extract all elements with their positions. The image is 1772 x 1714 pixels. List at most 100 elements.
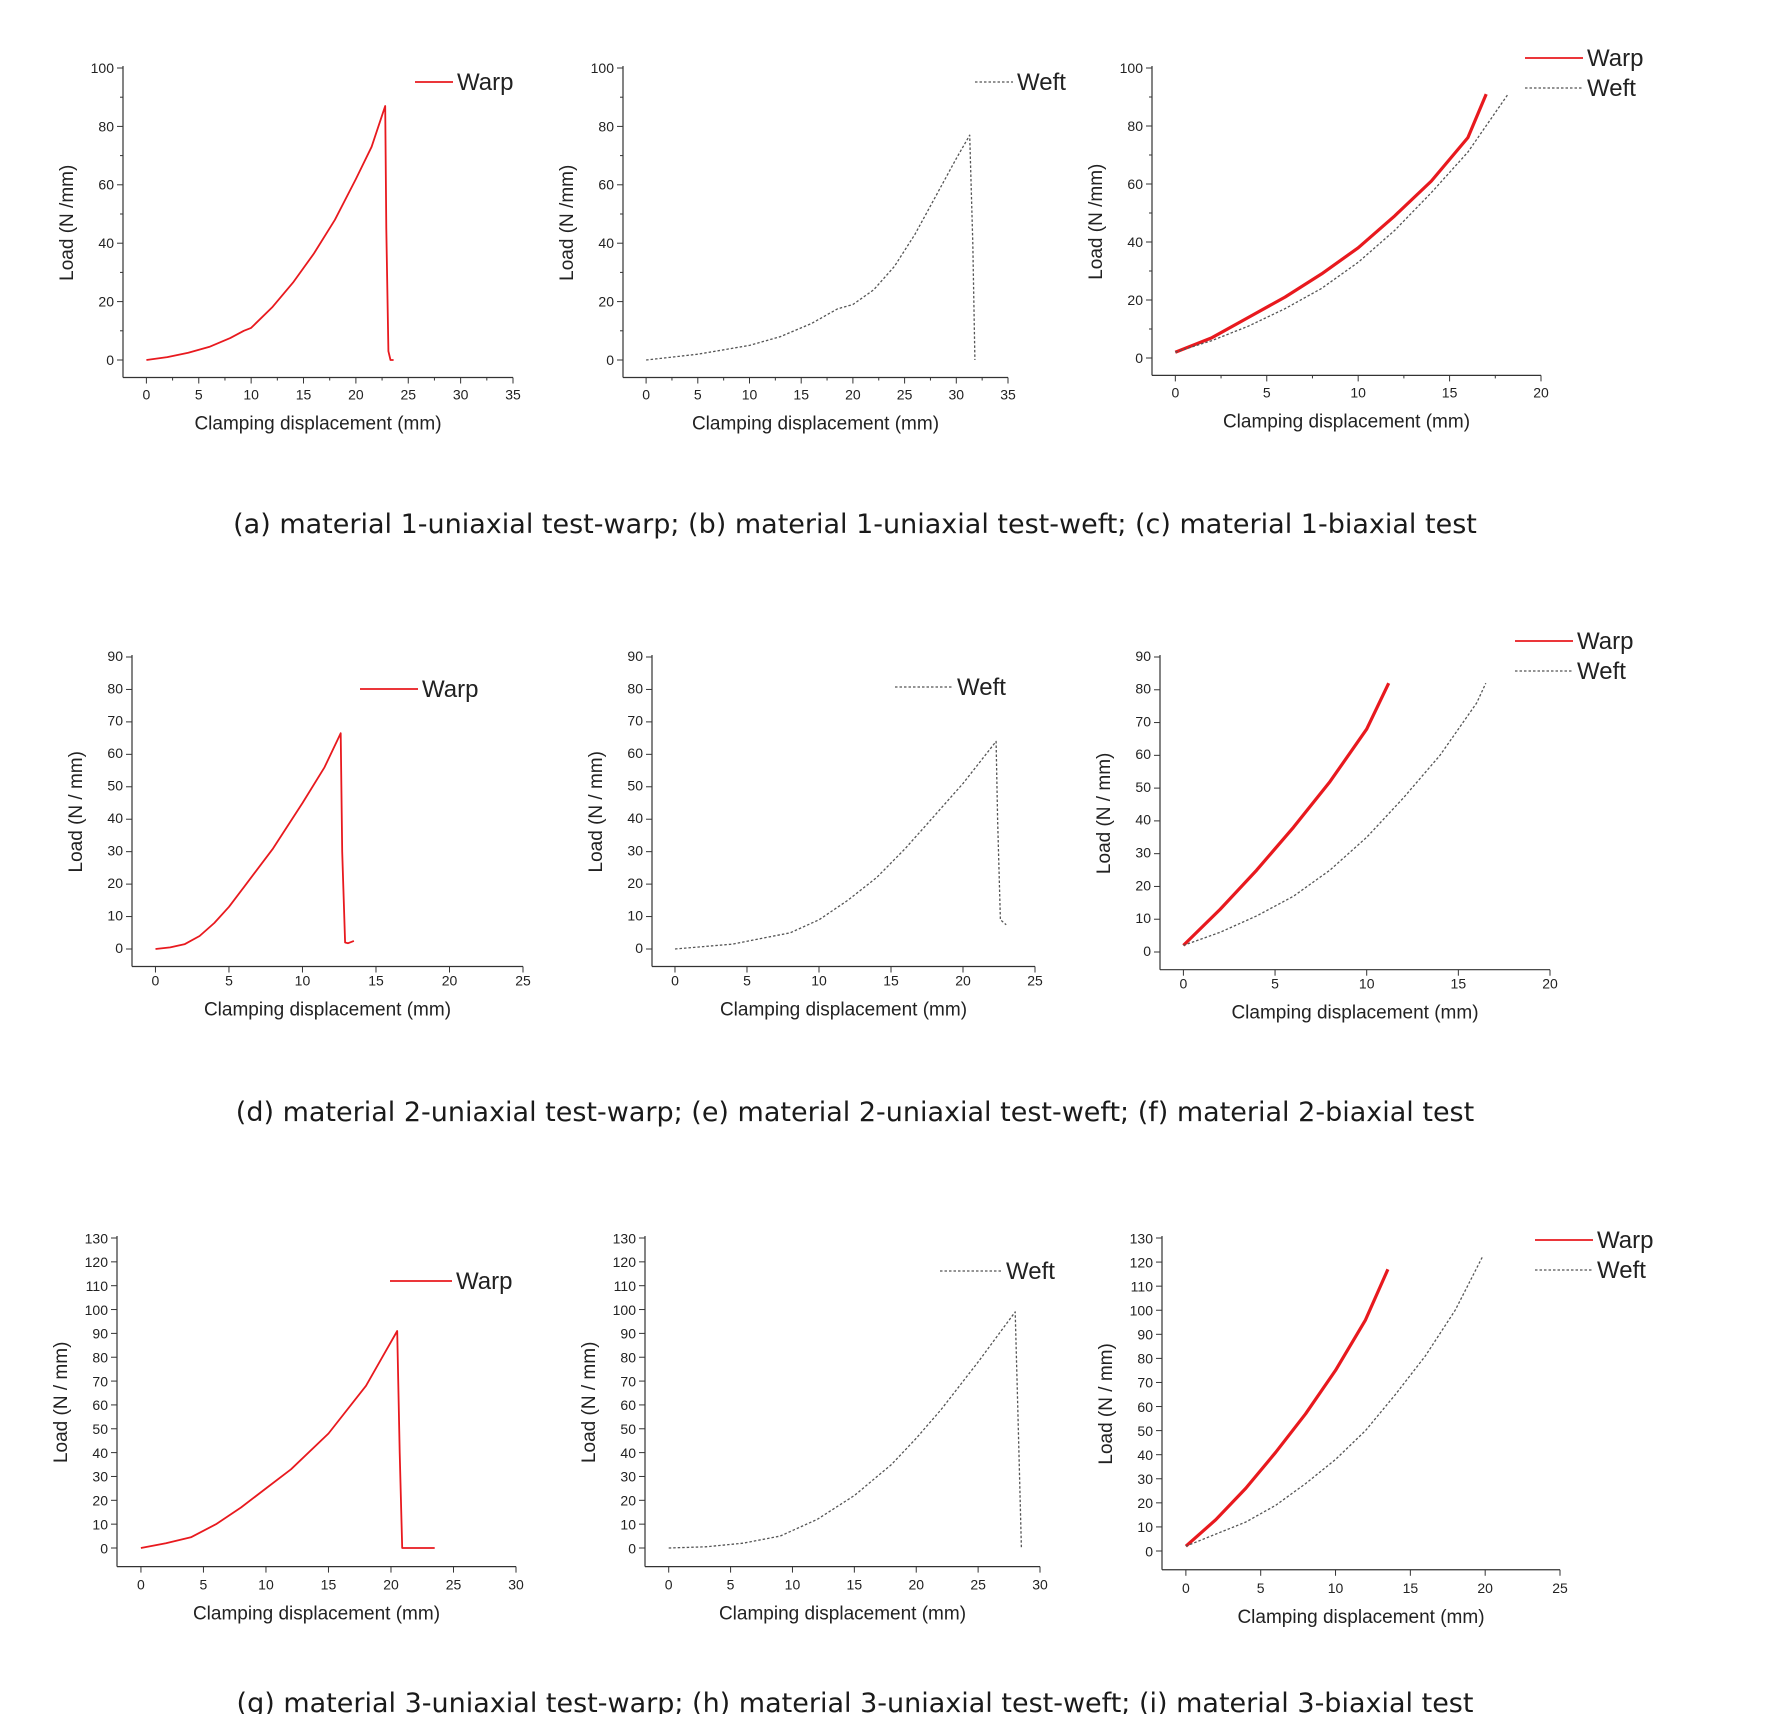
legend-label-weft: Weft (1577, 658, 1626, 685)
y-tick-label: 110 (614, 1278, 637, 1294)
x-tick-label: 10 (258, 1577, 274, 1593)
y-tick-label: 40 (92, 1445, 108, 1461)
x-tick-label: 30 (508, 1577, 524, 1593)
y-tick-label: 90 (92, 1326, 108, 1342)
y-tick-label: 40 (598, 235, 614, 251)
y-tick-label: 0 (1145, 1543, 1153, 1559)
y-tick-label: 50 (1135, 779, 1151, 795)
y-tick-label: 20 (598, 294, 614, 310)
y-tick-label: 10 (1135, 910, 1151, 926)
x-tick-label: 5 (743, 973, 751, 989)
series-weft-line (674, 740, 1007, 950)
x-tick-label: 5 (1271, 976, 1279, 992)
y-tick-label: 100 (591, 60, 615, 76)
y-tick-label: 70 (107, 713, 123, 729)
y-tick-label: 0 (1135, 350, 1143, 366)
y-tick-label: 90 (620, 1326, 636, 1342)
legend-label-warp: Warp (456, 1268, 512, 1295)
y-tick-label: 80 (98, 118, 114, 134)
legend-label-weft: Weft (1017, 69, 1066, 96)
x-tick-label: 25 (446, 1577, 462, 1593)
y-tick-label: 100 (1130, 1302, 1154, 1318)
x-tick-label: 5 (195, 387, 203, 403)
x-tick-label: 15 (1451, 976, 1467, 992)
y-tick-label: 80 (1137, 1351, 1153, 1367)
y-tick-label: 90 (627, 648, 643, 664)
series-warp-line (1184, 1268, 1390, 1548)
chart-i: 0 10 20 30 40 50 60 70 80 90 100 110 120 130 0 5 10 15 20 2… (1096, 1227, 1653, 1628)
y-axis-title: Load (N / mm) (1094, 753, 1115, 874)
y-axis-title: Load (N /mm) (1086, 164, 1107, 280)
legend-label-weft: Weft (1587, 75, 1636, 102)
y-tick-label: 130 (613, 1230, 637, 1246)
x-tick-label: 30 (453, 387, 469, 403)
x-tick-label: 20 (908, 1577, 924, 1593)
x-tick-label: 10 (1359, 976, 1375, 992)
chart-h: 0 10 20 30 40 50 60 70 80 90 100 110 120 130 0 5 10 15 20 2… (579, 1230, 1055, 1624)
y-axis-title: Load (N / mm) (66, 751, 87, 872)
x-tick-label: 15 (793, 387, 809, 403)
x-axis-title: Clamping displacement (mm) (193, 1604, 440, 1625)
y-tick-label: 60 (1135, 746, 1151, 762)
y-tick-label: 50 (107, 778, 123, 794)
x-axis-title: Clamping displacement (mm) (1231, 1003, 1478, 1024)
x-tick-label: 15 (368, 973, 384, 989)
y-axis-title: Load (N /mm) (557, 165, 578, 281)
y-tick-label: 70 (620, 1373, 636, 1389)
y-tick-label: 40 (1135, 812, 1151, 828)
y-tick-label: 80 (620, 1349, 636, 1365)
legend-label-weft: Weft (957, 674, 1006, 701)
y-tick-label: 50 (1137, 1423, 1153, 1439)
x-axis-title: Clamping displacement (mm) (204, 1000, 451, 1021)
y-tick-label: 0 (606, 352, 614, 368)
chart-e: 0 10 20 30 40 50 60 70 80 90 0 5 10 15 20 25 Clamping di… (586, 648, 1043, 1021)
y-tick-label: 30 (107, 843, 123, 859)
y-axis-title: Load (N /mm) (57, 165, 78, 281)
y-tick-label: 0 (100, 1540, 108, 1556)
x-axis-title: Clamping displacement (mm) (719, 1604, 966, 1625)
series-warp-line (146, 105, 394, 361)
x-tick-label: 30 (1032, 1577, 1048, 1593)
y-tick-label: 20 (1135, 877, 1151, 893)
y-tick-label: 60 (598, 177, 614, 193)
caption-row-3: (g) material 3-uniaxial test-warp; (h) m… (237, 1688, 1474, 1714)
x-tick-label: 15 (321, 1577, 337, 1593)
y-tick-label: 20 (627, 875, 643, 891)
y-tick-label: 40 (620, 1445, 636, 1461)
legend-label-warp: Warp (1577, 628, 1633, 655)
y-tick-label: 90 (1135, 648, 1151, 664)
x-tick-label: 0 (1171, 384, 1179, 400)
x-tick-label: 0 (1180, 976, 1188, 992)
y-tick-label: 70 (627, 713, 643, 729)
caption-row-1: (a) material 1-uniaxial test-warp; (b) m… (233, 509, 1477, 540)
series-warp-line (155, 732, 355, 950)
y-tick-label: 0 (1143, 943, 1151, 959)
y-tick-label: 110 (86, 1278, 109, 1294)
y-tick-label: 10 (107, 907, 123, 923)
y-tick-label: 50 (627, 778, 643, 794)
x-tick-label: 25 (1027, 973, 1043, 989)
x-tick-label: 10 (243, 387, 259, 403)
y-tick-label: 60 (98, 177, 114, 193)
y-tick-label: 130 (1130, 1230, 1154, 1246)
y-tick-label: 20 (92, 1493, 108, 1509)
legend-label-warp: Warp (1587, 45, 1643, 72)
x-tick-label: 0 (642, 387, 650, 403)
x-axis-title: Clamping displacement (mm) (1237, 1607, 1484, 1628)
chart-f: 0 10 20 30 40 50 60 70 80 90 0 5 10 15 20 Clamping disp… (1094, 628, 1633, 1024)
chart-b: 0 20 40 60 80 100 0 5 10 15 20 25 30 35 Clamping displ… (557, 60, 1066, 435)
y-tick-label: 80 (1135, 681, 1151, 697)
y-tick-label: 40 (107, 810, 123, 826)
y-tick-label: 30 (620, 1469, 636, 1485)
x-tick-label: 30 (949, 387, 965, 403)
x-tick-label: 15 (847, 1577, 863, 1593)
series-weft-line (1175, 93, 1509, 353)
x-tick-label: 25 (515, 973, 531, 989)
x-tick-label: 5 (200, 1577, 208, 1593)
y-tick-label: 80 (92, 1349, 108, 1365)
x-tick-label: 15 (883, 973, 899, 989)
y-tick-label: 20 (620, 1493, 636, 1509)
y-tick-label: 70 (92, 1373, 108, 1389)
y-tick-label: 60 (620, 1397, 636, 1413)
x-tick-label: 25 (970, 1577, 986, 1593)
